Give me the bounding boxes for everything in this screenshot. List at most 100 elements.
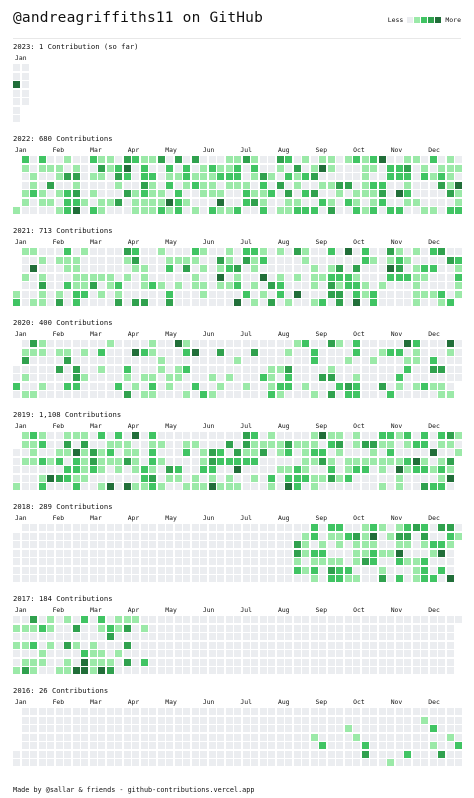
day-cell[interactable] — [132, 382, 139, 390]
day-cell[interactable] — [327, 348, 335, 356]
day-cell[interactable] — [336, 290, 343, 298]
day-cell[interactable] — [429, 457, 437, 465]
day-cell[interactable] — [123, 566, 131, 574]
day-cell[interactable] — [81, 667, 88, 674]
day-cell[interactable] — [336, 658, 343, 666]
day-cell[interactable] — [115, 256, 122, 264]
day-cell[interactable] — [183, 164, 190, 172]
day-cell[interactable] — [285, 708, 292, 715]
day-cell[interactable] — [81, 365, 88, 373]
day-cell[interactable] — [174, 299, 182, 306]
day-cell[interactable] — [183, 282, 190, 289]
day-cell[interactable] — [21, 156, 29, 163]
day-cell[interactable] — [302, 374, 309, 381]
day-cell[interactable] — [106, 716, 114, 724]
day-cell[interactable] — [395, 483, 403, 490]
day-cell[interactable] — [89, 483, 97, 490]
day-cell[interactable] — [387, 382, 394, 390]
day-cell[interactable] — [310, 357, 318, 364]
day-cell[interactable] — [55, 733, 63, 741]
day-cell[interactable] — [302, 181, 309, 189]
day-cell[interactable] — [387, 474, 394, 482]
day-cell[interactable] — [293, 532, 301, 540]
day-cell[interactable] — [47, 290, 54, 298]
day-cell[interactable] — [421, 432, 428, 439]
day-cell[interactable] — [13, 81, 20, 88]
day-cell[interactable] — [446, 650, 454, 657]
day-cell[interactable] — [98, 667, 105, 674]
day-cell[interactable] — [217, 374, 224, 381]
day-cell[interactable] — [395, 164, 403, 172]
day-cell[interactable] — [378, 340, 386, 347]
day-cell[interactable] — [302, 658, 309, 666]
day-cell[interactable] — [166, 575, 173, 582]
day-cell[interactable] — [166, 750, 173, 758]
day-cell[interactable] — [387, 164, 394, 172]
day-cell[interactable] — [259, 457, 267, 465]
day-cell[interactable] — [115, 558, 122, 565]
day-cell[interactable] — [421, 549, 428, 557]
day-cell[interactable] — [446, 273, 454, 281]
day-cell[interactable] — [310, 575, 318, 582]
day-cell[interactable] — [106, 207, 114, 214]
day-cell[interactable] — [242, 391, 250, 398]
day-cell[interactable] — [106, 432, 114, 439]
day-cell[interactable] — [98, 374, 105, 381]
day-cell[interactable] — [21, 474, 29, 482]
day-cell[interactable] — [344, 190, 352, 197]
day-cell[interactable] — [208, 549, 216, 557]
day-cell[interactable] — [166, 524, 173, 531]
day-cell[interactable] — [55, 156, 63, 163]
day-cell[interactable] — [47, 667, 54, 674]
day-cell[interactable] — [285, 190, 292, 197]
day-cell[interactable] — [21, 575, 29, 582]
day-cell[interactable] — [302, 190, 309, 197]
day-cell[interactable] — [183, 181, 190, 189]
day-cell[interactable] — [64, 173, 71, 180]
day-cell[interactable] — [421, 256, 428, 264]
day-cell[interactable] — [455, 449, 462, 456]
day-cell[interactable] — [412, 524, 420, 531]
day-cell[interactable] — [344, 265, 352, 272]
day-cell[interactable] — [268, 265, 275, 272]
day-cell[interactable] — [395, 725, 403, 732]
day-cell[interactable] — [140, 549, 148, 557]
day-cell[interactable] — [47, 365, 54, 373]
day-cell[interactable] — [336, 483, 343, 490]
day-cell[interactable] — [55, 198, 63, 206]
day-cell[interactable] — [268, 641, 275, 649]
day-cell[interactable] — [21, 365, 29, 373]
day-cell[interactable] — [387, 650, 394, 657]
day-cell[interactable] — [353, 716, 360, 724]
day-cell[interactable] — [234, 667, 241, 674]
day-cell[interactable] — [293, 466, 301, 473]
day-cell[interactable] — [319, 198, 326, 206]
day-cell[interactable] — [234, 733, 241, 741]
day-cell[interactable] — [157, 282, 165, 289]
day-cell[interactable] — [38, 667, 46, 674]
day-cell[interactable] — [191, 466, 199, 473]
day-cell[interactable] — [72, 566, 80, 574]
day-cell[interactable] — [21, 667, 29, 674]
day-cell[interactable] — [293, 282, 301, 289]
day-cell[interactable] — [310, 449, 318, 456]
day-cell[interactable] — [191, 156, 199, 163]
day-cell[interactable] — [191, 198, 199, 206]
day-cell[interactable] — [310, 256, 318, 264]
day-cell[interactable] — [421, 483, 428, 490]
day-cell[interactable] — [302, 173, 309, 180]
day-cell[interactable] — [327, 248, 335, 255]
day-cell[interactable] — [132, 549, 139, 557]
day-cell[interactable] — [395, 716, 403, 724]
day-cell[interactable] — [344, 549, 352, 557]
day-cell[interactable] — [344, 532, 352, 540]
day-cell[interactable] — [200, 440, 207, 448]
day-cell[interactable] — [106, 156, 114, 163]
day-cell[interactable] — [455, 248, 462, 255]
day-cell[interactable] — [217, 750, 224, 758]
day-cell[interactable] — [47, 541, 54, 548]
day-cell[interactable] — [370, 633, 377, 640]
day-cell[interactable] — [106, 633, 114, 640]
day-cell[interactable] — [327, 633, 335, 640]
day-cell[interactable] — [404, 483, 411, 490]
